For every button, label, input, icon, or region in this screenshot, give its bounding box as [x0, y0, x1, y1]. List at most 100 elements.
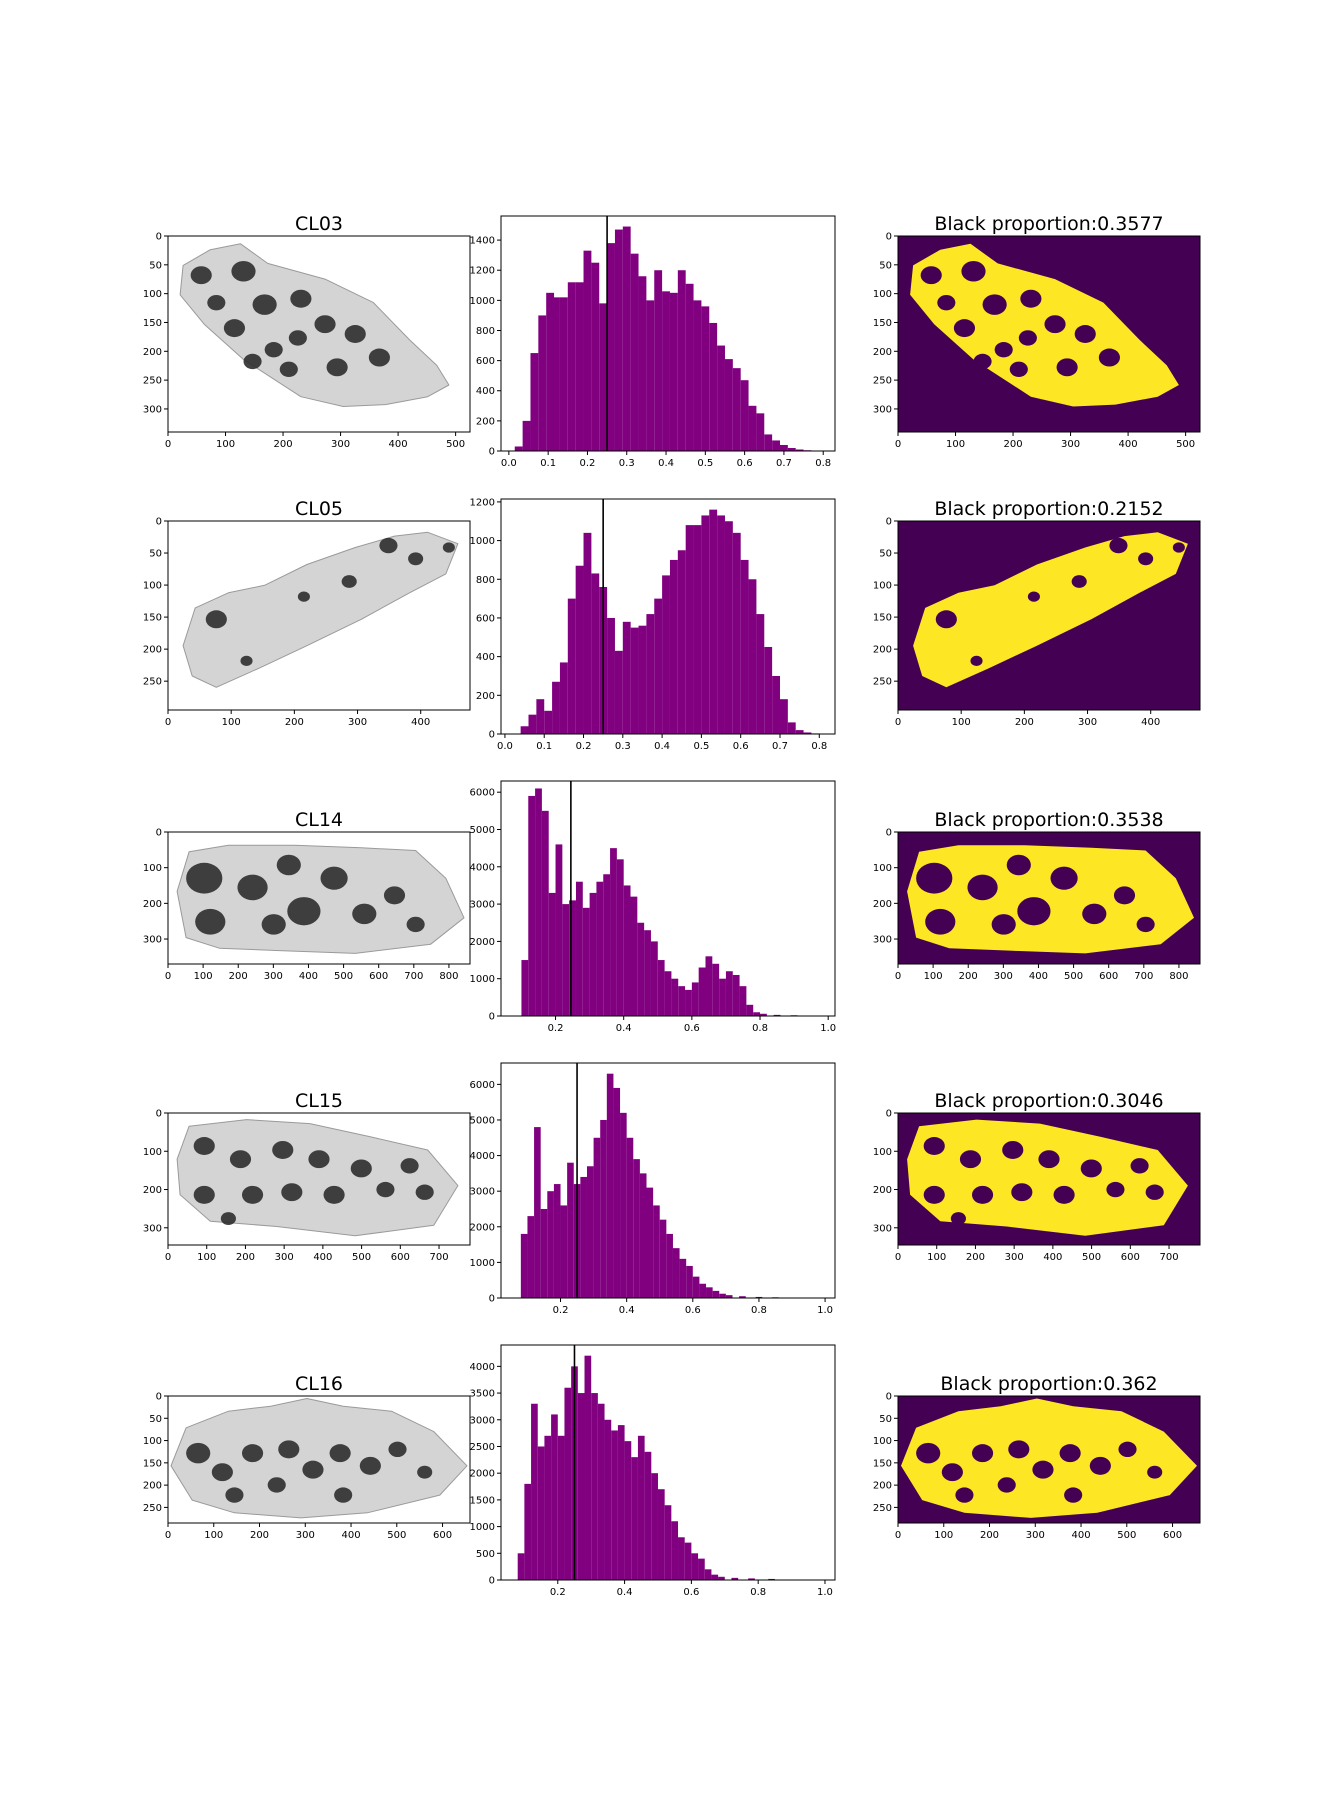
y-tick-label: 50 [879, 1414, 892, 1425]
specimen-spot [223, 319, 246, 338]
y-tick-label: 300 [143, 1223, 162, 1234]
y-tick-label: 0 [156, 232, 162, 243]
panel-title: CL03 [295, 213, 343, 235]
histogram-bar [732, 532, 741, 734]
histogram-bar [631, 1457, 638, 1580]
histogram-bar [732, 974, 740, 1016]
mask-spot [1082, 903, 1107, 925]
histogram-bar [626, 1137, 634, 1298]
y-tick-label: 100 [143, 1147, 162, 1158]
x-tick-label: 0.4 [617, 1587, 633, 1598]
y-tick-label: 200 [476, 691, 495, 702]
y-tick-label: 150 [873, 1458, 892, 1469]
histogram-bar [575, 282, 584, 451]
histogram-bar [611, 1430, 618, 1580]
specimen-spot [225, 1487, 244, 1503]
specimen-spot [240, 655, 253, 666]
mask-body [901, 1398, 1197, 1518]
x-tick-label: 400 [341, 1530, 360, 1541]
histogram-bar [724, 359, 733, 451]
histogram-bar [540, 1208, 548, 1298]
specimen-body [182, 531, 459, 688]
mask-spot [1147, 1465, 1163, 1479]
y-tick-label: 100 [873, 581, 892, 592]
specimen-spot [237, 874, 268, 901]
y-tick-label: 50 [149, 1414, 162, 1425]
y-tick-label: 200 [873, 1481, 892, 1492]
x-tick-label: 100 [197, 1252, 216, 1263]
histogram-bar [772, 440, 780, 451]
y-tick-label: 4000 [470, 1151, 495, 1162]
panel-title: Black proportion:0.3538 [934, 809, 1163, 831]
mask-spot [1106, 1181, 1125, 1198]
histogram-bar [559, 297, 568, 451]
histogram-bar [701, 515, 710, 734]
histogram-bar [536, 699, 545, 734]
histogram-bar [591, 573, 600, 734]
histogram-bar [624, 1441, 632, 1580]
histogram-bar [795, 730, 804, 734]
histogram-bar [657, 1489, 665, 1580]
x-tick-label: 300 [1026, 1530, 1045, 1541]
x-tick-label: 200 [274, 439, 293, 450]
specimen-spot [326, 358, 348, 377]
histogram-bar [597, 1403, 605, 1580]
y-tick-label: 200 [873, 645, 892, 656]
histogram-bar [623, 885, 631, 1016]
y-tick-label: 0 [489, 447, 495, 458]
x-tick-label: 500 [1176, 439, 1195, 450]
x-tick-label: 1.0 [817, 1587, 833, 1598]
histogram-bar [717, 515, 725, 734]
mask-panel: 0 100 200 300 400 500 600 700 800 0 100 200 300 Black… [873, 809, 1201, 982]
histogram-bar [748, 1578, 755, 1580]
specimen-spot [308, 1150, 330, 1169]
histogram-bar [644, 930, 651, 1016]
histogram-bar [719, 978, 726, 1016]
y-tick-label: 50 [879, 260, 892, 271]
x-tick-label: 0.7 [776, 458, 792, 469]
histogram-bars [514, 226, 820, 451]
mask-spot [967, 874, 998, 901]
y-tick-label: 600 [476, 356, 495, 367]
x-tick-label: 400 [389, 439, 408, 450]
y-tick-label: 0 [886, 1392, 892, 1403]
y-tick-label: 50 [879, 549, 892, 560]
specimen-spot [352, 903, 377, 925]
mask-spot [1027, 591, 1040, 602]
specimen-spot [388, 1441, 407, 1458]
y-tick-label: 150 [143, 613, 162, 624]
mask-spot [1017, 897, 1051, 926]
histogram-bar [522, 420, 531, 451]
histogram-bar [712, 1290, 720, 1298]
histogram-bar [544, 1435, 552, 1580]
histogram-bar [725, 1295, 733, 1298]
histogram-bar [746, 1004, 754, 1016]
y-tick-label: 400 [476, 386, 495, 397]
histogram-bar [651, 1473, 658, 1580]
histogram-bar [779, 444, 788, 451]
mask-spot [1011, 1183, 1033, 1202]
y-tick-label: 100 [873, 863, 892, 874]
specimen-spot [207, 294, 226, 311]
histogram-bar [701, 306, 710, 451]
x-tick-label: 400 [299, 971, 318, 982]
x-tick-label: 400 [1043, 1252, 1062, 1263]
histogram-bar [698, 967, 706, 1016]
mask-spot [1138, 552, 1154, 566]
y-tick-label: 50 [149, 549, 162, 560]
axes-frame [897, 520, 1201, 711]
specimen-spot [186, 862, 223, 894]
specimen-spot [279, 361, 298, 377]
y-tick-label: 2000 [470, 937, 495, 948]
mask-spot [1145, 1184, 1164, 1200]
specimen-spot [341, 575, 357, 588]
histogram-bar [773, 1014, 781, 1016]
mask-spot [1044, 315, 1066, 334]
x-tick-label: 0 [895, 439, 901, 450]
mask-spot [1038, 1150, 1060, 1169]
specimen-spot [264, 341, 283, 358]
histogram-bar [560, 1205, 568, 1298]
histogram-bar [760, 1013, 767, 1016]
mask-spot [1098, 348, 1120, 367]
y-tick-label: 0 [156, 828, 162, 839]
